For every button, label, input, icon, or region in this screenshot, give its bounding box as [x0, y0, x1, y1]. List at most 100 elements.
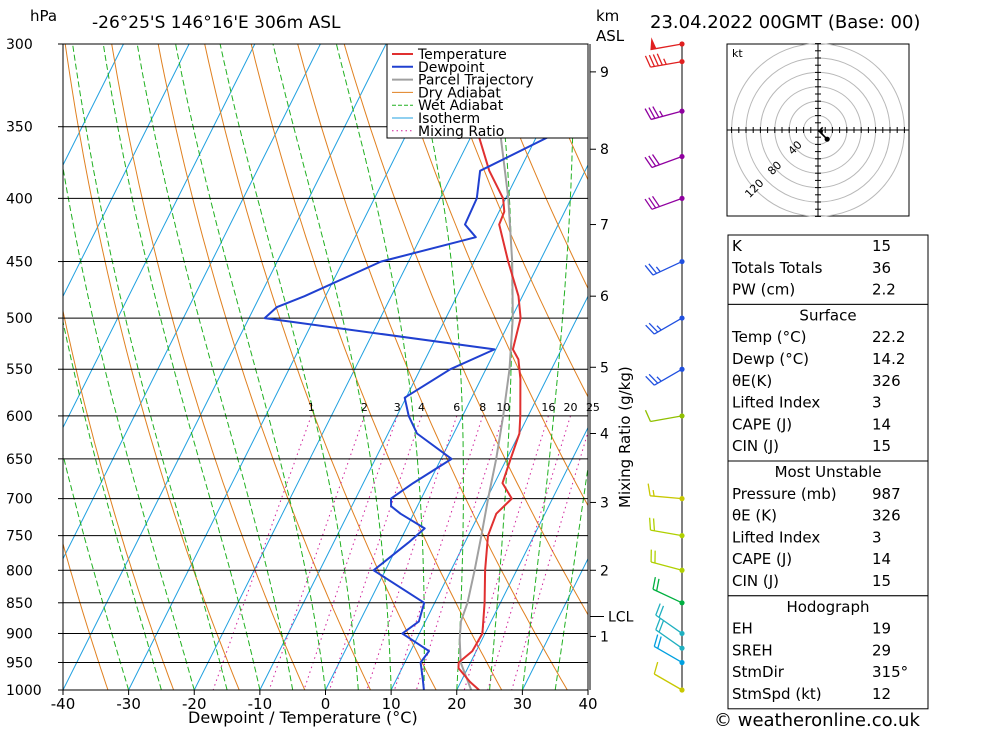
isotherm-line — [521, 557, 588, 690]
most-unstable-table-row-label: CAPE (J) — [732, 550, 792, 568]
km-tick-label: 6 — [600, 289, 609, 305]
wind-barb-full — [644, 55, 652, 68]
temperature-tick-label: 40 — [578, 695, 597, 713]
wind-barb-full — [648, 107, 656, 119]
wet-adiabat-line — [175, 44, 326, 690]
wind-barb-full — [652, 518, 656, 531]
hodograph-table-row-label: StmDir — [732, 663, 785, 681]
wind-barb — [650, 549, 685, 573]
wind-barb-full — [644, 265, 654, 276]
surface-table-row-label: Temp (°C) — [731, 328, 806, 346]
temperature-tick-labels: -40 -30 -20 -10 0 10 20 30 40 — [51, 690, 598, 713]
surface-table-row-value: 3 — [872, 394, 882, 412]
legend-entry: Isotherm — [418, 111, 480, 127]
dry-adiabat-line — [390, 44, 588, 507]
wind-barb-shaft — [651, 155, 683, 169]
wind-barb-full — [652, 54, 659, 67]
mixing-ratio-tick-label: 6 — [453, 401, 460, 414]
surface-table-box — [727, 303, 929, 462]
wind-barb-full — [647, 483, 651, 496]
wind-barb-half — [656, 376, 662, 382]
pressure-tick-label: 400 — [6, 191, 33, 207]
wind-barb — [645, 315, 685, 335]
wet-adiabat-line — [272, 44, 392, 690]
wind-barb-full — [648, 263, 658, 274]
km-tick-label: 8 — [600, 142, 609, 158]
wind-barb — [655, 618, 685, 651]
hodograph-table-row-value: 12 — [872, 685, 891, 703]
mixing-ratio-line — [268, 415, 365, 690]
hodograph-table-row-value: 29 — [872, 641, 891, 659]
wind-barb — [648, 517, 685, 539]
wet-adiabat-line — [102, 44, 261, 690]
indices-table-row-value: 15 — [872, 237, 891, 255]
most-unstable-table-box — [727, 460, 929, 597]
wind-barb-full — [653, 634, 659, 647]
temperature-tick-label: -30 — [116, 695, 141, 713]
legend-entry: Parcel Trajectory — [418, 73, 534, 89]
dewpoint-line — [263, 114, 588, 690]
mixing-ratio-line — [212, 415, 312, 690]
mixing-ratio-line — [329, 415, 422, 690]
isotherm-line — [325, 163, 588, 690]
mixing-ratio-tick-label: 2 — [361, 401, 368, 414]
wind-barb-dot — [679, 533, 685, 539]
wind-barb-full — [651, 154, 660, 166]
wind-barb — [655, 603, 685, 637]
km-tick-label: 1 — [600, 629, 609, 645]
pressure-tick-label: 750 — [6, 529, 33, 545]
mixing-ratio-tick-label: 25 — [586, 401, 600, 414]
wet-adiabat-line — [63, 165, 195, 690]
wind-barb — [644, 258, 685, 276]
most-unstable-table-row-label: θE (K) — [732, 507, 777, 525]
wind-barb-shaft — [655, 629, 683, 649]
wind-barb-shaft — [650, 110, 683, 121]
wind-barb-shaft — [650, 415, 683, 423]
hodograph-table-row-label: SREH — [732, 641, 773, 659]
indices-table-row-value: 2.2 — [872, 281, 896, 299]
wind-barb-shaft — [653, 673, 683, 691]
wind-barb — [653, 634, 685, 666]
wind-barb — [644, 195, 685, 210]
pressure-tick-label: 850 — [6, 596, 33, 612]
wind-barb-dot — [679, 659, 685, 666]
wind-barb — [644, 409, 685, 423]
surface-table-row-value: 15 — [872, 437, 891, 455]
most-unstable-table-row-value: 15 — [872, 572, 891, 590]
wind-barb-full — [651, 195, 660, 207]
wind-barb-shaft — [650, 561, 683, 571]
pressure-tick-label: 600 — [6, 409, 33, 425]
wind-barb-half — [652, 489, 655, 497]
temperature-tick-label: 30 — [513, 695, 532, 713]
wind-barb-full — [644, 156, 653, 168]
wet-adiabat-line — [136, 44, 294, 690]
mixing-ratio-tick-label: 20 — [563, 401, 577, 414]
most-unstable-table-row-value: 3 — [872, 528, 882, 546]
legend-entry: Wet Adiabat — [418, 98, 504, 114]
pressure-tick-label: 500 — [6, 311, 33, 327]
wind-barb-shaft — [652, 260, 683, 276]
wind-barb-full — [644, 409, 652, 422]
wind-profile — [644, 37, 685, 693]
isotherm-line — [63, 44, 321, 560]
wind-barb-shaft — [650, 529, 683, 537]
most-unstable-table-row-value: 14 — [872, 550, 891, 568]
wind-barb-shaft — [653, 368, 683, 386]
km-label: km — [596, 7, 619, 25]
storm-motion-point — [824, 136, 830, 142]
legend-entry: Dewpoint — [418, 60, 485, 76]
datetime-label: 23.04.2022 00GMT (Base: 00) — [650, 12, 920, 33]
indices-table-row-label: Totals Totals — [731, 259, 823, 277]
wind-barb-full — [648, 155, 657, 167]
wind-barb-full — [658, 605, 665, 618]
hodograph-table-row-value: 315° — [872, 663, 908, 681]
dry-adiabat-line — [436, 44, 588, 398]
surface-table-row-value: 326 — [872, 372, 901, 390]
hodograph-table-box — [727, 595, 929, 710]
asl-label: ASL — [596, 27, 625, 45]
pressure-tick-label: 350 — [6, 120, 33, 136]
wind-barb-full — [655, 578, 660, 592]
